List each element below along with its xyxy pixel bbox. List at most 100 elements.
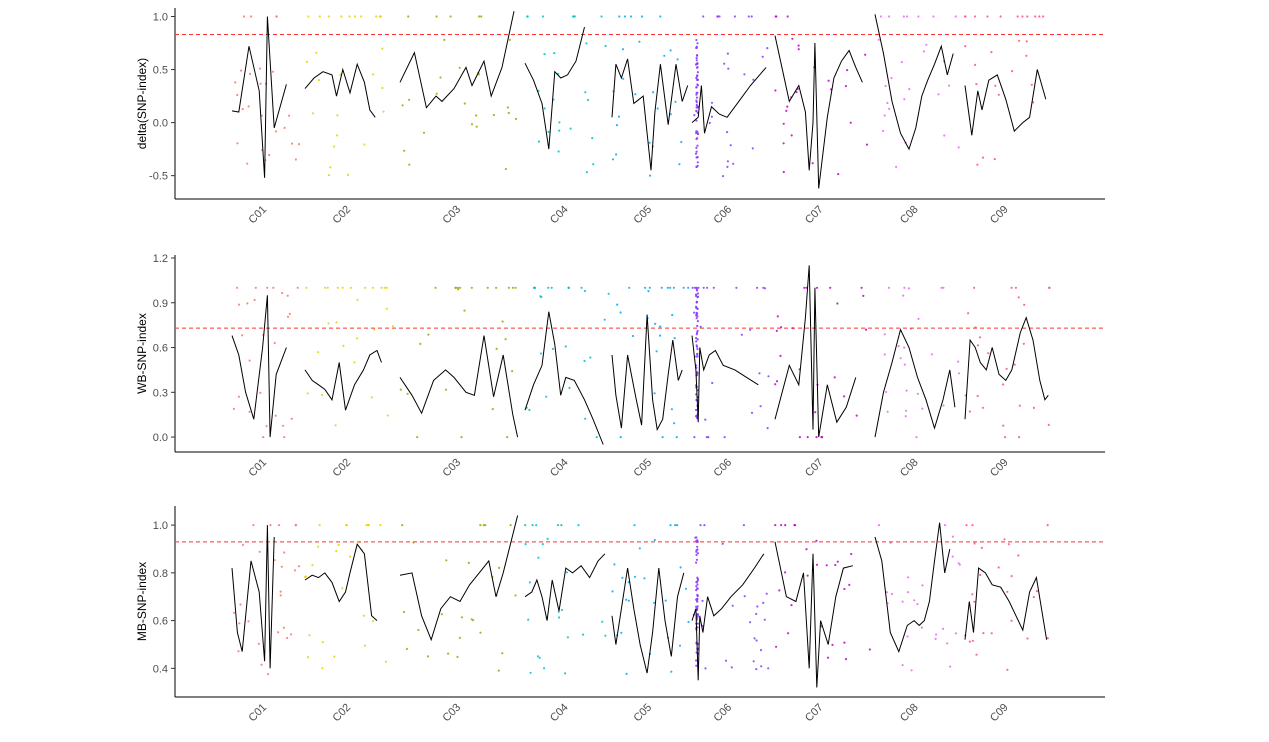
snp-point [732,162,735,165]
snp-point [1011,70,1014,73]
snp-point [509,524,512,527]
snp-point [696,320,700,323]
snp-point [621,48,625,51]
snp-point [949,665,952,668]
snp-point [868,648,871,651]
snp-point [248,72,252,75]
snp-point [793,524,796,527]
snp-point [467,561,470,565]
snp-point [403,149,406,152]
index-line-C03 [399,515,519,642]
x-tick-label: C05 [631,701,654,724]
snp-point [902,15,906,18]
snp-point [528,581,531,584]
y-axis-title: delta(SNP-index) [135,58,149,149]
snp-point [501,320,504,323]
snp-point [1014,286,1018,289]
snp-point [1048,286,1051,289]
snp-point [695,664,698,667]
snp-point [1018,39,1021,42]
snp-point [917,317,920,320]
snp-point [631,334,635,338]
snp-point [239,69,243,72]
snp-point [695,66,699,69]
snp-point [669,113,672,116]
snp-point [971,524,974,527]
snp-point [982,632,985,635]
x-tick-label: C05 [631,456,654,479]
snp-point [1013,363,1016,366]
snp-point [846,69,849,72]
snp-point [884,84,887,88]
snp-point [942,286,945,289]
snp-point [1026,637,1029,640]
snp-point [577,524,580,527]
snp-point [981,406,985,409]
snp-point [434,286,437,289]
snp-point [258,550,261,553]
snp-point [535,524,538,527]
snp-point [262,436,265,439]
snp-point [567,286,570,289]
snp-point [495,286,498,289]
snp-point [691,286,694,289]
snp-point [759,649,763,652]
y-tick-label: 0.9 [153,298,168,310]
snp-point [1035,590,1038,593]
snp-point [782,122,785,125]
snp-point [694,152,698,155]
snp-point [327,174,331,177]
snp-point [315,51,318,54]
snp-point [695,305,698,308]
snp-point [805,548,808,551]
snp-point [702,286,705,289]
snp-point [372,619,375,623]
snp-point [942,404,945,407]
y-tick-label: 0.3 [153,387,168,399]
snp-point [447,652,450,655]
snp-point [695,553,698,557]
snp-point [475,114,478,117]
index-line-C02 [304,349,382,411]
snp-point [974,63,977,66]
snp-point [806,574,809,577]
snp-point [625,672,628,676]
snp-point [763,287,767,290]
snp-point [620,631,623,634]
snp-point [755,668,758,671]
snp-point [695,536,698,539]
snp-point [444,388,448,391]
index-line-C06 [691,553,765,681]
snp-point [862,294,865,297]
snp-point [973,286,976,289]
snp-point [528,408,531,412]
snp-point [613,563,616,566]
y-tick-label: 1.0 [153,11,168,23]
snp-point [900,61,903,64]
snp-point [277,631,280,634]
snp-point [790,604,793,607]
x-tick-label: C03 [440,456,463,479]
snp-point [419,342,422,345]
snp-point [695,333,698,336]
snp-point [294,524,297,527]
y-tick-label: 0.6 [153,616,168,628]
snp-point [583,359,586,363]
snp-point [492,113,495,117]
snp-point [1010,619,1013,622]
snp-point [850,552,853,556]
snp-point [537,140,541,143]
snp-point [730,666,733,669]
snp-point [459,286,462,289]
snp-point [422,131,426,134]
snp-point [756,286,759,289]
snp-point [844,658,848,661]
snp-point [475,125,478,128]
snp-point [568,386,571,389]
snp-point [307,15,310,18]
snp-point [501,652,504,655]
snp-point [843,587,846,591]
snp-point [695,294,698,298]
snp-point [942,627,945,631]
snp-point [815,563,819,566]
